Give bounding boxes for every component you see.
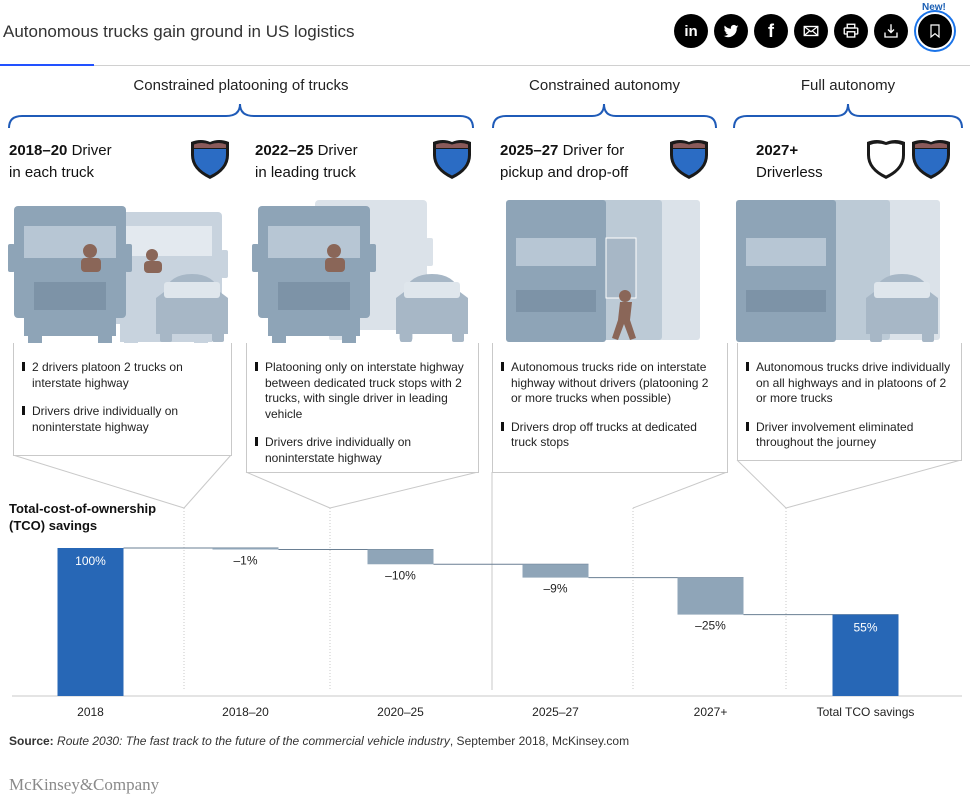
- driver-icon: [83, 244, 97, 258]
- highway-shield-icon: [867, 140, 905, 179]
- truck-platoon-illustration: [8, 206, 228, 352]
- print-icon: [843, 23, 859, 38]
- driver-icon: [146, 249, 158, 261]
- stage-info-box: Autonomous trucks drive individually on …: [737, 343, 962, 461]
- linkedin-share-button[interactable]: in: [674, 14, 708, 48]
- title-underline-accent: [0, 64, 94, 66]
- linkedin-icon: in: [684, 22, 698, 40]
- truck-platoon-illustration: [252, 200, 468, 346]
- data-label: –9%: [543, 582, 567, 596]
- x-tick-label: 2018–20: [222, 705, 269, 719]
- leader-line: [183, 508, 787, 690]
- stage-title: 2022–25 Driver in leading truck: [255, 142, 358, 181]
- stage-info-box: 2 drivers platoon 2 trucks on interstate…: [13, 343, 232, 456]
- waterfall-bar: [367, 549, 434, 565]
- interstate-shield-icon: [433, 140, 471, 179]
- interstate-shield-icon: [912, 140, 950, 179]
- bullet-item: Drivers drop off trucks at dedicated tru…: [501, 420, 719, 451]
- x-tick-label: Total TCO savings: [817, 705, 915, 719]
- phase-heading: Full autonomy: [800, 77, 896, 94]
- bullet-item: Driver involvement eliminated throughout…: [746, 420, 953, 451]
- stage-info-box: Autonomous trucks ride on interstate hig…: [492, 343, 728, 473]
- download-icon: [884, 24, 898, 38]
- phase-brace: [8, 103, 963, 129]
- driverless-truck-illustration: [736, 200, 940, 342]
- phase-heading: Constrained platooning of trucks: [133, 77, 349, 94]
- waterfall-bar: [677, 577, 744, 615]
- bullet-item: 2 drivers platoon 2 trucks on interstate…: [22, 360, 223, 391]
- x-tick-label: 2027+: [694, 705, 728, 719]
- driver-icon: [619, 290, 631, 302]
- bullet-item: Drivers drive individually on noninterst…: [22, 404, 223, 435]
- email-share-button[interactable]: [794, 14, 828, 48]
- data-label: –10%: [385, 568, 416, 582]
- chart-marks: 100% 2018 –1% 2018–20 –10% 2020–25 –9% 2025–27 –…: [57, 547, 915, 719]
- interstate-shield-icon: [670, 140, 708, 179]
- email-icon: [803, 25, 819, 37]
- x-tick-label: 2018: [77, 705, 104, 719]
- interstate-shield-icon: [191, 140, 229, 179]
- leader-line: [12, 454, 962, 690]
- new-badge: New!: [922, 2, 946, 13]
- bullet-item: Autonomous trucks ride on interstate hig…: [501, 360, 719, 407]
- source-note: Source: Route 2030: The fast track to th…: [9, 734, 630, 748]
- facebook-icon: f: [768, 21, 774, 41]
- bookmark-icon: [930, 24, 940, 39]
- twitter-share-button[interactable]: [714, 14, 748, 48]
- data-label: 100%: [75, 554, 106, 568]
- bullet-item: Autonomous trucks drive individually on …: [746, 360, 953, 407]
- x-tick-label: 2025–27: [532, 705, 579, 719]
- driver-icon: [327, 244, 341, 258]
- title-underline: [94, 64, 970, 66]
- facebook-share-button[interactable]: f: [754, 14, 788, 48]
- chart-title: Total-cost-of-ownership (TCO) savings: [9, 501, 157, 533]
- print-button[interactable]: [834, 14, 868, 48]
- data-label: –25%: [695, 619, 726, 633]
- stage-title: 2018–20 Driver in each truck: [9, 142, 112, 181]
- data-label: –1%: [233, 554, 257, 568]
- waterfall-bar: [57, 548, 124, 696]
- autonomous-truck-illustration: [506, 200, 700, 342]
- twitter-icon: [723, 24, 739, 38]
- bookmark-button[interactable]: [916, 12, 954, 50]
- phase-heading: Constrained autonomy: [529, 77, 680, 94]
- stage-title: 2027+ Driverless: [756, 142, 823, 181]
- x-tick-label: 2020–25: [377, 705, 424, 719]
- waterfall-bar: [212, 548, 279, 550]
- waterfall-bar: [522, 564, 589, 578]
- bullet-item: Drivers drive individually on noninterst…: [255, 435, 470, 466]
- stage-title: 2025–27 Driver for pickup and drop-off: [500, 142, 629, 181]
- bullet-item: Platooning only on interstate highway be…: [255, 360, 470, 422]
- waterfall-bar: [832, 614, 899, 696]
- data-label: 55%: [853, 621, 877, 635]
- stage-info-box: Platooning only on interstate highway be…: [246, 343, 479, 473]
- page-title: Autonomous trucks gain ground in US logi…: [3, 22, 355, 41]
- download-button[interactable]: [874, 14, 908, 48]
- company-logo: McKinsey&Company: [9, 775, 160, 794]
